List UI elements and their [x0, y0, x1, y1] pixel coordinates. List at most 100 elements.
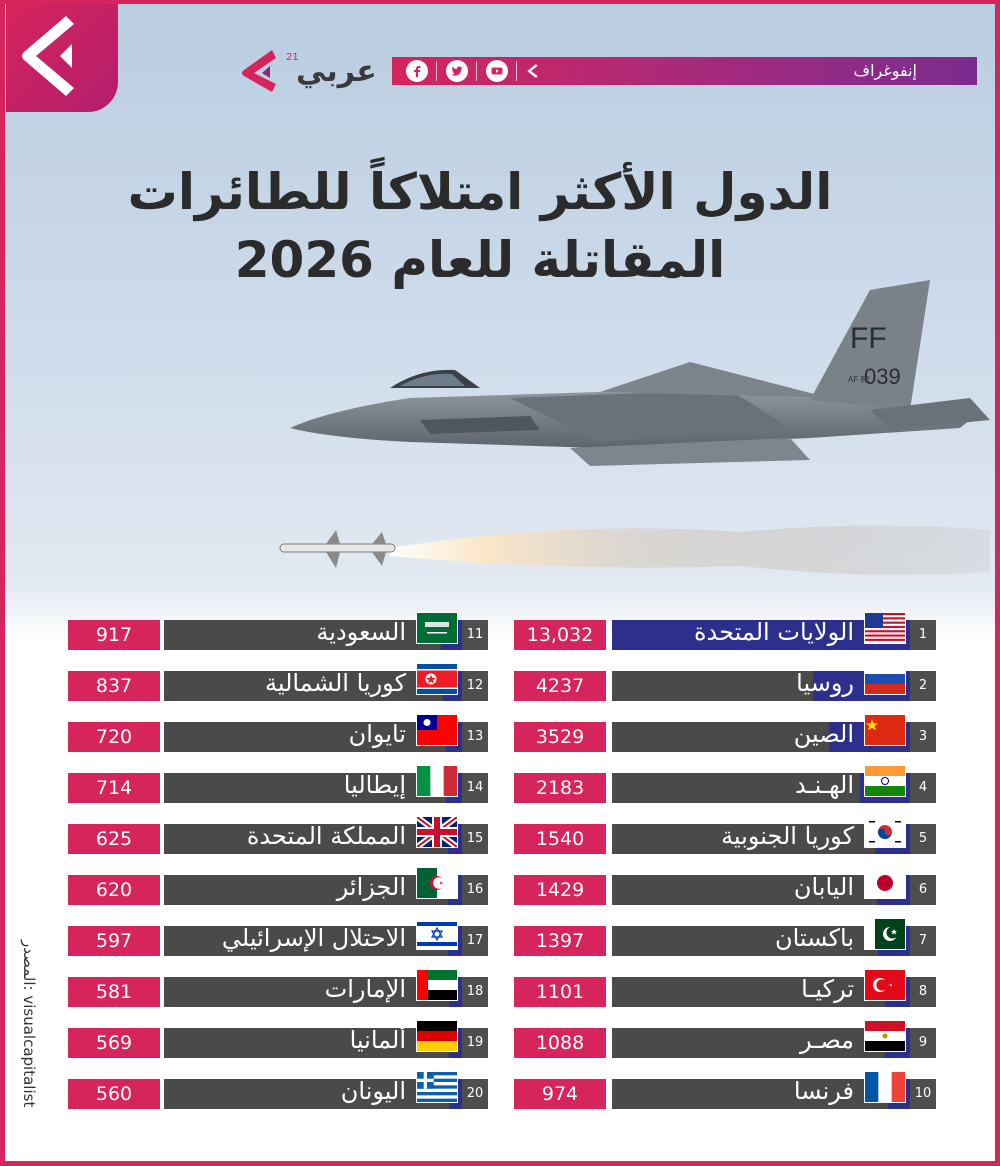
country-name: تركيـا	[801, 977, 854, 1003]
rank-label: 18	[462, 977, 488, 1007]
bar-track: الإمارات	[164, 977, 462, 1007]
value-label: 3529	[514, 722, 606, 752]
divider	[516, 61, 517, 81]
rank-label: 13	[462, 722, 488, 752]
country-name: اليونان	[340, 1079, 406, 1105]
rank-label: 2	[910, 671, 936, 701]
brand-logo: 21 عربي	[236, 48, 377, 98]
tail-small-text: AF 82	[848, 375, 870, 384]
rank-label: 8	[910, 977, 936, 1007]
twitter-icon[interactable]	[446, 60, 468, 82]
us-flag-icon	[864, 612, 906, 644]
china-flag-icon	[864, 714, 906, 746]
country-name: روسيا	[796, 671, 854, 697]
value-label: 13,032	[514, 620, 606, 650]
country-name: الولايات المتحدة	[693, 620, 854, 646]
india-flag-icon	[864, 765, 906, 797]
brand-mark-icon	[242, 50, 276, 92]
title-line-2: المقاتلة للعام 2026	[234, 231, 726, 289]
section-label: إنفوغراف	[853, 61, 917, 80]
value-label: 560	[68, 1079, 160, 1109]
bar-track: الولايات المتحدة	[612, 620, 910, 650]
value-label: 625	[68, 824, 160, 854]
country-name: فرنسا	[793, 1079, 854, 1105]
rank-label: 1	[910, 620, 936, 650]
bar-track: روسيا	[612, 671, 910, 701]
saudi-flag-icon	[416, 612, 458, 644]
title-line-1: الدول الأكثر امتلاكاً للطائرات	[127, 163, 833, 221]
value-label: 1101	[514, 977, 606, 1007]
uae-flag-icon	[416, 969, 458, 1001]
rank-label: 11	[462, 620, 488, 650]
rank-label: 15	[462, 824, 488, 854]
value-label: 1429	[514, 875, 606, 905]
value-label: 714	[68, 773, 160, 803]
rank-label: 6	[910, 875, 936, 905]
germany-flag-icon	[416, 1020, 458, 1052]
source-credit: المصدر: visualcapitalist	[20, 940, 38, 1108]
value-label: 597	[68, 926, 160, 956]
divider	[476, 61, 477, 81]
brand-name: عربي	[296, 54, 377, 89]
north-korea-flag-icon	[416, 663, 458, 695]
tail-code: FF	[850, 322, 887, 355]
page-title: الدول الأكثر امتلاكاً للطائرات المقاتلة …	[100, 158, 860, 294]
rank-label: 16	[462, 875, 488, 905]
bar-track: المملكة المتحدة	[164, 824, 462, 854]
arabi21-logo-icon	[22, 16, 74, 96]
value-label: 620	[68, 875, 160, 905]
bar-track: تركيـا	[612, 977, 910, 1007]
value-label: 2183	[514, 773, 606, 803]
rank-label: 3	[910, 722, 936, 752]
value-label: 1540	[514, 824, 606, 854]
pakistan-flag-icon	[864, 918, 906, 950]
rank-label: 5	[910, 824, 936, 854]
value-label: 1397	[514, 926, 606, 956]
country-name: السعودية	[316, 620, 406, 646]
rank-label: 9	[910, 1028, 936, 1058]
arrow-logo-icon[interactable]	[526, 63, 540, 79]
country-name: الجزائر	[336, 875, 406, 901]
country-name: كوريا الجنوبية	[721, 824, 854, 850]
rank-label: 19	[462, 1028, 488, 1058]
rank-label: 12	[462, 671, 488, 701]
turkey-flag-icon	[864, 969, 906, 1001]
country-name: الهـنـد	[795, 773, 854, 799]
value-label: 581	[68, 977, 160, 1007]
italy-flag-icon	[416, 765, 458, 797]
japan-flag-icon	[864, 867, 906, 899]
rank-label: 20	[462, 1079, 488, 1109]
tail-serial: 039	[864, 364, 901, 389]
country-name: الإمارات	[324, 977, 406, 1003]
value-label: 974	[514, 1079, 606, 1109]
youtube-icon[interactable]	[486, 60, 508, 82]
country-name: تايوان	[348, 722, 406, 748]
value-label: 1088	[514, 1028, 606, 1058]
bar	[612, 620, 910, 650]
france-flag-icon	[864, 1071, 906, 1103]
bar-track: إيطاليا	[164, 773, 462, 803]
bar-track: الجزائر	[164, 875, 462, 905]
bar-track: اليونان	[164, 1079, 462, 1109]
algeria-flag-icon	[416, 867, 458, 899]
corner-logo	[6, 4, 118, 112]
brand-superscript: 21	[286, 52, 299, 63]
divider	[436, 61, 437, 81]
rank-label: 7	[910, 926, 936, 956]
top-bar: إنفوغراف	[392, 57, 977, 85]
value-label: 720	[68, 722, 160, 752]
missile-icon	[279, 530, 396, 568]
country-name: الاحتلال الإسرائيلي	[221, 926, 406, 952]
israel-flag-icon	[416, 918, 458, 950]
value-label: 569	[68, 1028, 160, 1058]
country-name: باكستان	[774, 926, 854, 952]
country-name: ألمانيا	[349, 1028, 406, 1054]
country-name: مصـر	[800, 1028, 854, 1054]
facebook-icon[interactable]	[406, 60, 428, 82]
south-korea-flag-icon	[864, 816, 906, 848]
fighter-jet-illustration: FF AF 82 039	[279, 280, 990, 575]
rank-label: 14	[462, 773, 488, 803]
value-label: 837	[68, 671, 160, 701]
value-label: 917	[68, 620, 160, 650]
rank-label: 4	[910, 773, 936, 803]
